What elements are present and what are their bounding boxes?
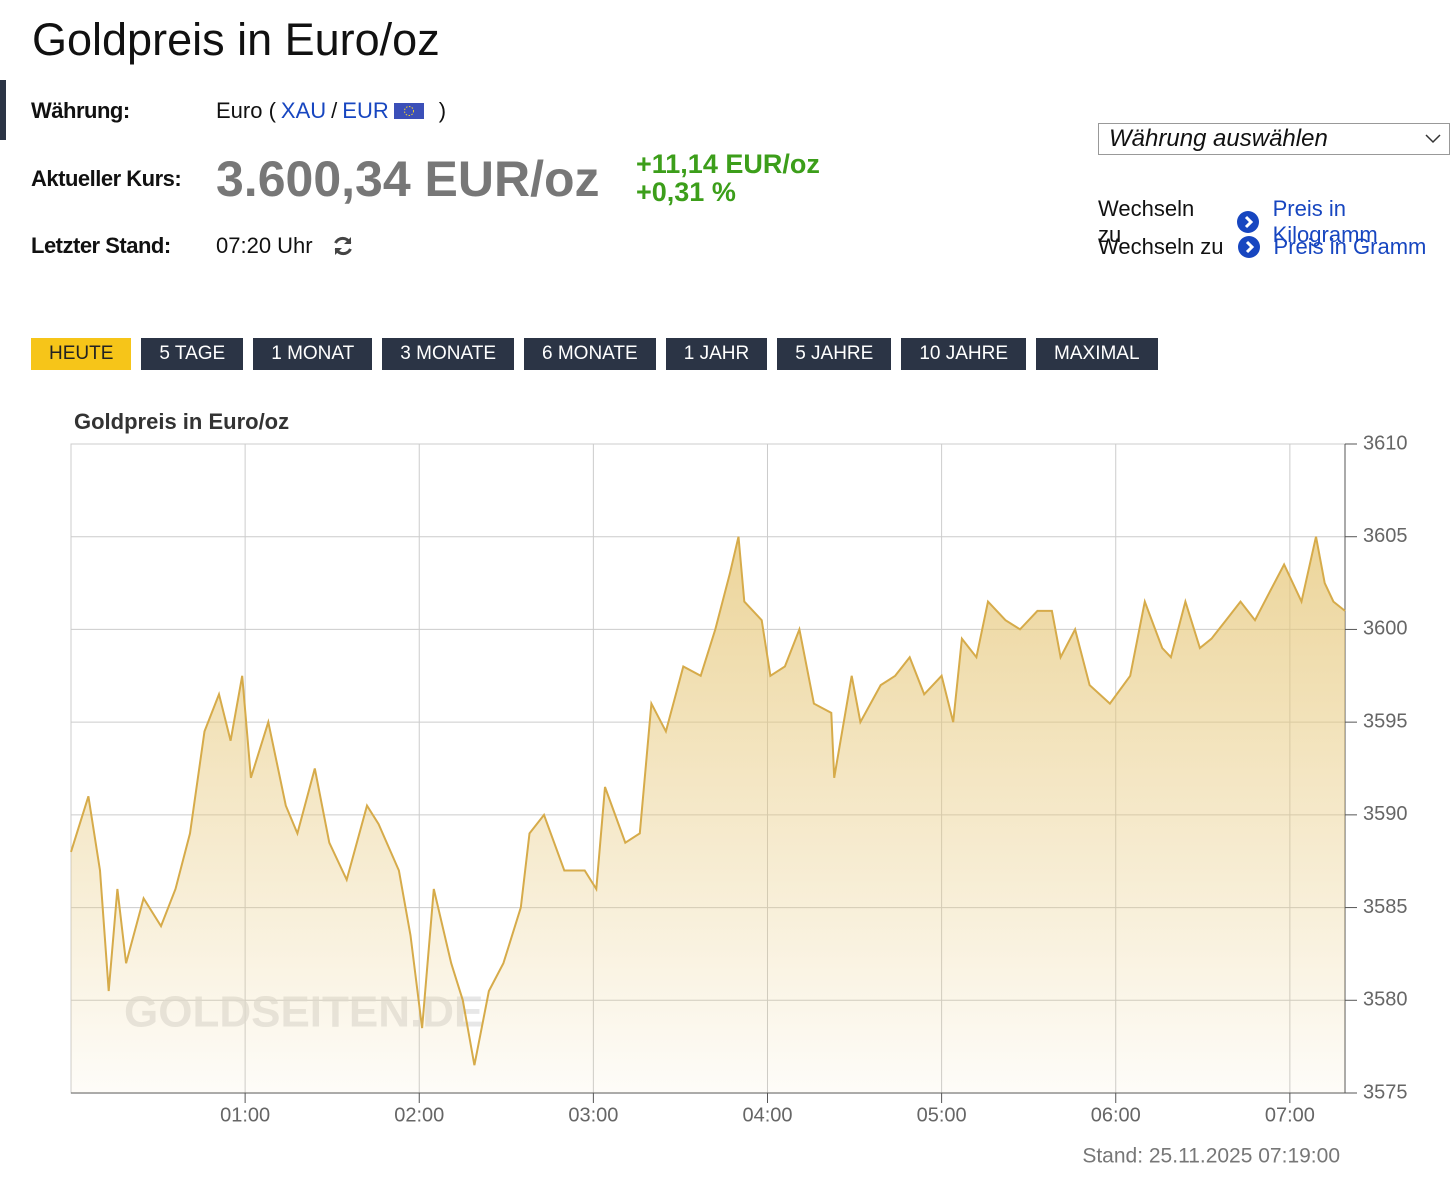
select-text: Währung auswählen <box>1109 125 1328 152</box>
currency-prefix: Euro ( <box>216 98 276 123</box>
change-abs: +11,14 EUR/oz <box>636 149 820 179</box>
link[interactable]: Preis in Kilogramm <box>1272 196 1378 247</box>
y-tick-label: 3585 <box>1363 896 1408 918</box>
updated-time: 07:20 Uhr <box>216 233 313 258</box>
chart-footer: Stand: 25.11.2025 07:19:00 <box>1082 1145 1340 1168</box>
link-prefix: Wechseln zu <box>1098 196 1195 247</box>
y-tick-label: 3600 <box>1363 618 1408 640</box>
chart-title: Goldpreis in Euro/oz <box>74 409 289 434</box>
y-tick-label: 3580 <box>1363 989 1408 1011</box>
link-icon <box>1236 211 1259 233</box>
range-tab[interactable]: 6 MONATE <box>524 338 656 370</box>
link-row: Wechseln zu Preis in Gramm <box>1098 234 1426 260</box>
y-tick-label: 3575 <box>1363 1081 1408 1103</box>
area-fill <box>71 536 1345 1093</box>
range-tab[interactable]: 1 MONAT <box>253 338 373 370</box>
chart: Goldpreis in Euro/oz Stand: 25.11.2025 0… <box>70 409 1408 1168</box>
link-row: Wechseln zu Preis in Kilogramm <box>1098 196 1456 248</box>
range-tab[interactable]: 3 MONATE <box>382 338 514 370</box>
price-change: +11,14 EUR/oz +0,31 % <box>636 150 820 206</box>
range-tabs: HEUTE 5 TAGE 1 MONAT 3 MONATE 6 MONATE 1 JAHR… <box>31 338 1158 370</box>
page-title: Goldpreis in Euro/oz <box>32 14 440 65</box>
y-tick-label: 3590 <box>1363 803 1408 825</box>
range-tab[interactable]: MAXIMAL <box>1036 338 1158 370</box>
refresh-icon[interactable] <box>331 234 355 258</box>
x-tick-label: 06:00 <box>1091 1104 1141 1126</box>
x-tick-label: 07:00 <box>1265 1104 1315 1126</box>
select-arrow <box>1425 134 1441 144</box>
change-pct: +0,31 % <box>636 177 736 207</box>
link[interactable]: Preis in Gramm <box>1273 234 1427 259</box>
y-tick-label: 3610 <box>1363 432 1408 454</box>
currency-xau-link[interactable]: XAU <box>280 98 327 123</box>
currency-eur-link[interactable]: EUR <box>342 98 389 123</box>
link-prefix: Wechseln zu <box>1098 234 1224 259</box>
updated-label: Letzter Stand: <box>31 233 171 258</box>
range-tab[interactable]: HEUTE <box>31 338 132 370</box>
x-tick-label: 04:00 <box>742 1104 792 1126</box>
y-tick-label: 3605 <box>1363 525 1408 547</box>
currency-select[interactable]: Währung auswählen <box>1098 123 1450 155</box>
range-tab[interactable]: 10 JAHRE <box>901 338 1027 370</box>
price-line <box>70 536 1346 1066</box>
range-tab[interactable]: 5 TAGE <box>141 338 244 370</box>
x-tick-label: 03:00 <box>568 1104 618 1126</box>
range-tab[interactable]: 5 JAHRE <box>777 338 892 370</box>
currency-suffix: ) <box>438 98 447 123</box>
sidebar-marker <box>0 80 6 140</box>
currency-label: Währung: <box>31 98 130 123</box>
currency-sep: / <box>331 98 338 123</box>
range-tab[interactable]: 1 JAHR <box>665 338 768 370</box>
y-tick-label: 3595 <box>1363 710 1408 732</box>
x-tick-label: 02:00 <box>394 1104 444 1126</box>
x-tick-label: 01:00 <box>220 1104 270 1126</box>
x-tick-label: 05:00 <box>917 1104 967 1126</box>
link-icon <box>1237 236 1260 258</box>
currency-row: Euro ( XAU / EUR ) <box>216 98 446 124</box>
eu-flag <box>393 103 424 119</box>
updated-row: 07:20 Uhr <box>216 233 355 259</box>
price-label: Aktueller Kurs: <box>31 166 182 191</box>
price: 3.600,34 EUR/oz <box>216 151 600 207</box>
